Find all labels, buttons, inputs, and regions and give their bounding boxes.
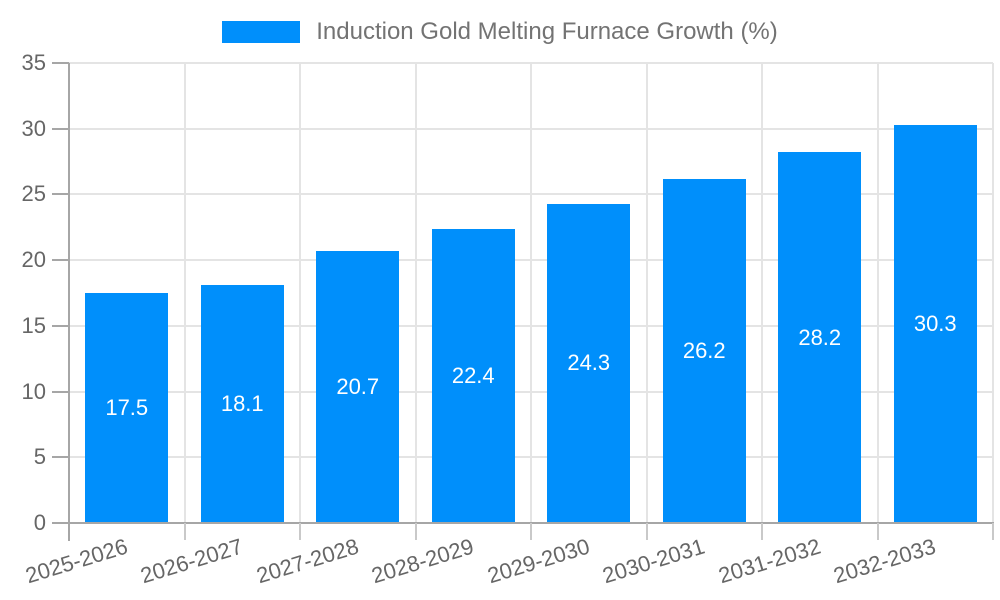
bar[interactable]: 17.5 [85,293,169,523]
y-axis-tick-label: 15 [21,312,46,338]
gridline-vertical [992,63,994,523]
bar[interactable]: 22.4 [431,228,515,523]
x-axis-tick [183,523,186,540]
gridline-vertical [761,63,763,523]
bar-value-label: 26.2 [682,337,726,363]
x-axis-tick [992,523,994,540]
gridline-vertical [876,63,879,523]
bar[interactable]: 28.2 [778,152,862,523]
y-axis-tick [52,62,69,64]
y-axis-tick [52,259,69,262]
y-axis-tick [52,324,69,327]
y-axis-tick-label: 10 [21,378,46,404]
bar-value-label: 30.3 [913,310,957,336]
y-axis-tick [52,390,69,393]
bar-value-label: 28.2 [798,324,842,350]
bar[interactable]: 24.3 [547,203,631,523]
bar-value-label: 20.7 [336,373,380,399]
legend-label: Induction Gold Melting Furnace Growth (%… [316,18,778,45]
legend-item[interactable]: Induction Gold Melting Furnace Growth (%… [0,18,1000,45]
bar[interactable]: 26.2 [662,178,746,523]
y-axis-tick-label: 5 [33,444,46,470]
y-axis-tick-label: 0 [33,510,46,535]
gridline-vertical [530,63,532,523]
y-axis-tick [52,127,69,130]
legend-swatch [222,21,301,43]
bar[interactable]: 20.7 [316,250,400,523]
gridline-vertical [183,63,186,523]
x-axis-tick [530,523,532,540]
bar-value-label: 22.4 [451,362,495,388]
bar-value-label: 18.1 [220,391,264,417]
y-axis-tick [52,456,69,459]
gridline-vertical [645,63,648,523]
y-axis-tick [52,193,69,196]
y-axis-tick-label: 35 [21,50,46,75]
x-axis-tick [876,523,879,540]
y-axis-tick [52,522,69,524]
bar[interactable]: 18.1 [200,285,284,523]
bar-value-label: 24.3 [567,350,611,376]
x-axis-tick [761,523,763,540]
y-axis-line [68,63,70,541]
x-axis-tick [414,523,417,540]
x-axis-tick [645,523,648,540]
x-axis-tick [299,523,301,540]
bar-value-label: 17.5 [105,395,149,420]
y-axis-tick-label: 25 [21,181,46,207]
y-axis-tick-label: 20 [21,247,46,273]
y-axis-tick-label: 30 [21,115,46,141]
bar[interactable]: 30.3 [893,124,977,523]
gridline-vertical [414,63,417,523]
gridline-vertical [299,63,301,523]
